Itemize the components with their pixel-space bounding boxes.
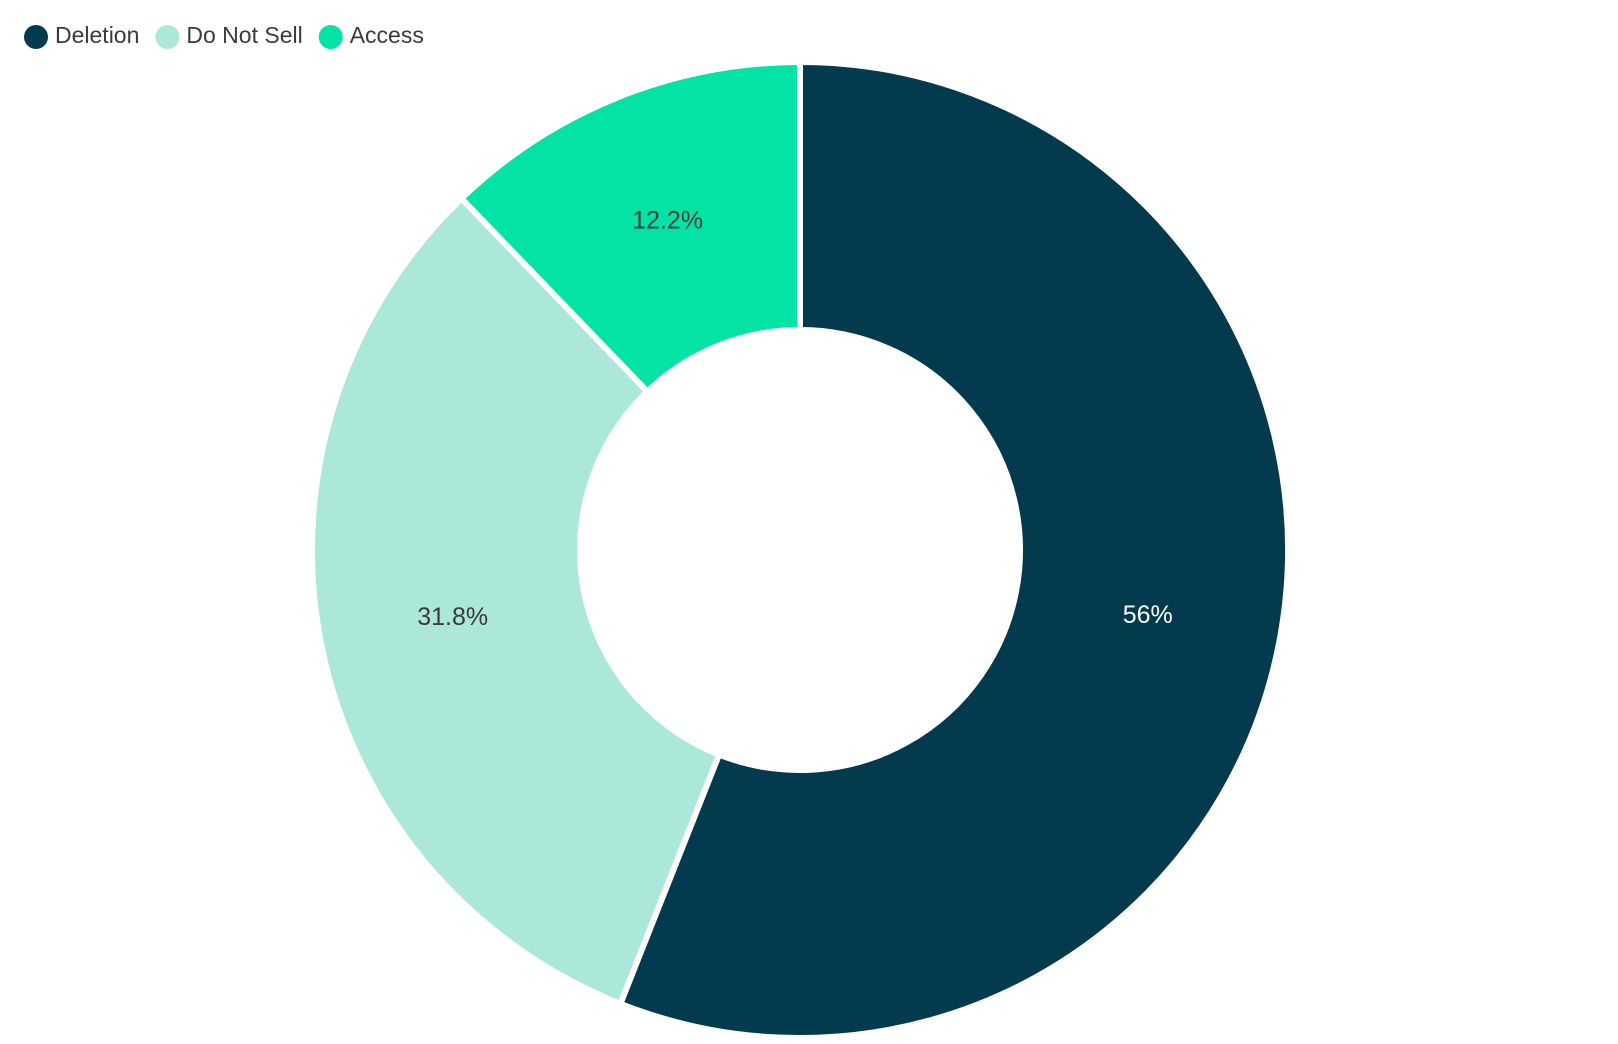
legend-label: Deletion (55, 22, 139, 48)
legend-marker (24, 25, 48, 49)
slice-label: 31.8% (417, 603, 488, 631)
legend: Deletion Do Not Sell Access (24, 22, 424, 49)
slices (309, 58, 1292, 1041)
legend-label: Access (350, 22, 424, 48)
slice-labels: 56% 31.8% 12.2% (417, 206, 1173, 631)
legend-marker (155, 25, 180, 49)
slice[interactable] (457, 58, 803, 396)
slice[interactable] (616, 58, 1292, 1041)
slice-label: 12.2% (632, 206, 703, 234)
slice-label: 56% (1123, 601, 1173, 629)
slice[interactable] (309, 194, 723, 1008)
legend-label: Do Not Sell (186, 22, 302, 48)
legend-marker (318, 25, 343, 49)
